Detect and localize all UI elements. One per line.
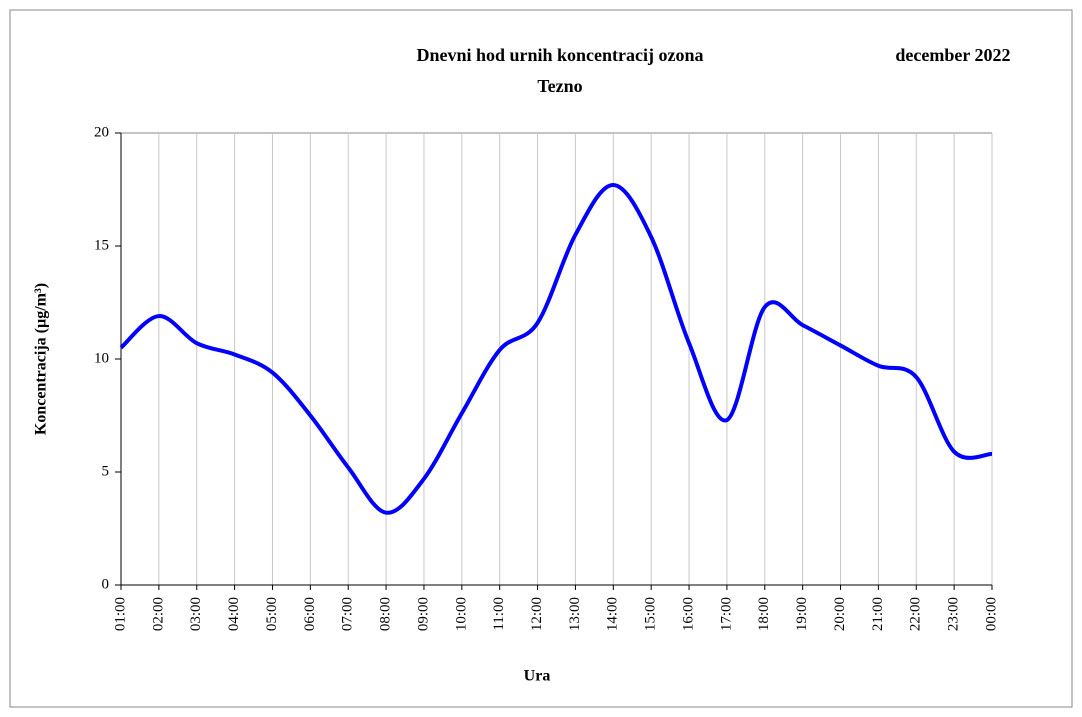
x-tick-label: 23:00: [946, 597, 962, 631]
x-tick-label: 02:00: [150, 597, 166, 631]
x-tick-label: 05:00: [264, 597, 280, 631]
x-tick-label: 20:00: [832, 597, 848, 631]
x-tick-label: 07:00: [340, 597, 356, 631]
x-tick-label: 15:00: [643, 597, 659, 631]
chart-border: [9, 9, 1073, 708]
y-axis-title: Koncentracija (µg/m³): [33, 283, 50, 435]
x-tick-label: 01:00: [112, 597, 128, 631]
data-line: [119, 182, 993, 515]
y-tick-label: 0: [102, 576, 110, 592]
x-tick-label: 09:00: [415, 597, 431, 631]
y-tick-label: 10: [94, 350, 109, 366]
x-axis-title: Ura: [524, 668, 551, 685]
x-tick-label: 14:00: [605, 597, 621, 631]
y-tick-label: 20: [94, 124, 109, 140]
x-tick-label: 11:00: [491, 597, 507, 631]
x-tick-label: 16:00: [680, 597, 696, 631]
x-tick-label: 06:00: [302, 597, 318, 631]
x-tick-label: 12:00: [529, 597, 545, 631]
y-tick-label: 15: [94, 237, 109, 253]
x-tick-label: 22:00: [908, 597, 924, 631]
x-tick-label: 21:00: [870, 597, 886, 631]
x-tick-label: 08:00: [378, 597, 394, 631]
chart-subtitle: Tezno: [537, 76, 582, 96]
x-tick-label: 03:00: [188, 597, 204, 631]
x-tick-label: 17:00: [718, 597, 734, 631]
chart-title: Dnevni hod urnih koncentracij ozona: [416, 45, 703, 65]
x-tick-label: 10:00: [453, 597, 469, 631]
period-label: december 2022: [895, 45, 1010, 65]
x-tick-label: 19:00: [794, 597, 810, 631]
x-tick-label: 13:00: [567, 597, 583, 631]
x-tick-label: 00:00: [983, 597, 999, 631]
x-tick-label: 18:00: [756, 597, 772, 631]
x-tick-label: 04:00: [226, 597, 242, 631]
y-tick-label: 5: [102, 463, 110, 479]
